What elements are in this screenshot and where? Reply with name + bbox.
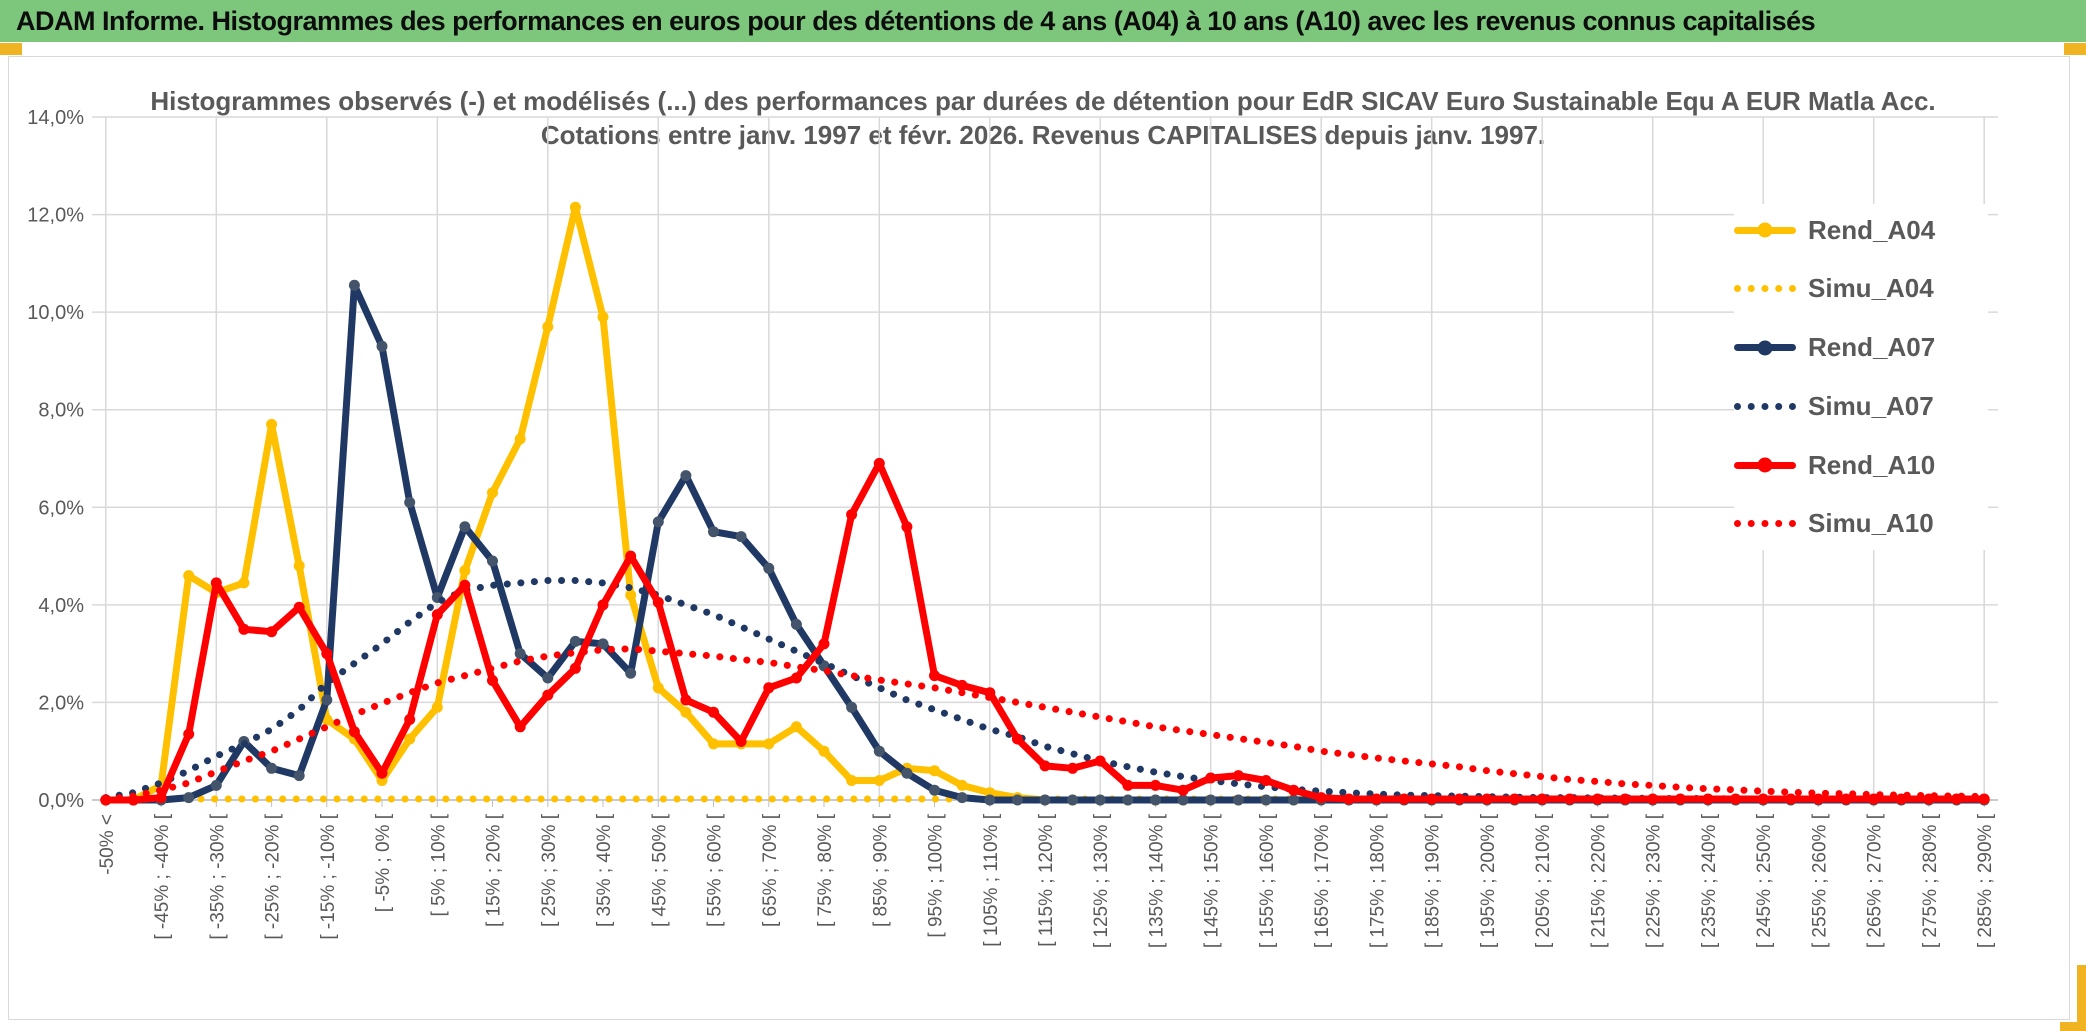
svg-text:[ 25% ; 30% [: [ 25% ; 30% [ — [539, 813, 560, 927]
legend-item-rend-a10[interactable]: Rend_A10 — [1734, 445, 1988, 485]
series-Rend_A04 — [100, 201, 1990, 806]
accent-bottom-right — [2060, 1022, 2086, 1031]
svg-text:[ -45% ; -40% [: [ -45% ; -40% [ — [152, 813, 173, 939]
svg-text:[ 145% ; 150% [: [ 145% ; 150% [ — [1202, 813, 1223, 948]
svg-text:[ 285% ; 290% [: [ 285% ; 290% [ — [1975, 813, 1996, 948]
svg-text:[ 255% ; 260% [: [ 255% ; 260% [ — [1809, 813, 1830, 948]
gridlines — [92, 116, 1998, 801]
svg-text:[ 275% ; 280% [: [ 275% ; 280% [ — [1920, 813, 1941, 948]
svg-text:[ 15% ; 20% [: [ 15% ; 20% [ — [484, 813, 505, 927]
svg-text:[ 225% ; 230% [: [ 225% ; 230% [ — [1644, 813, 1665, 948]
svg-text:0,0%: 0,0% — [38, 790, 84, 812]
legend-item-simu-a04[interactable]: Simu_A04 — [1734, 269, 1988, 309]
legend-label: Rend_A07 — [1808, 332, 1936, 363]
svg-text:[ 205% ; 210% [: [ 205% ; 210% [ — [1533, 813, 1554, 948]
legend-label: Rend_A04 — [1808, 214, 1936, 245]
legend-item-rend-a04[interactable]: Rend_A04 — [1734, 210, 1988, 250]
chart-title-line1: Histogrammes observés (-) et modélisés (… — [150, 86, 1936, 116]
chart-panel — [8, 56, 2070, 1020]
legend-label: Simu_A07 — [1808, 390, 1934, 421]
svg-text:[ 5% ; 10% [: [ 5% ; 10% [ — [428, 813, 449, 916]
svg-text:[ 115% ; 120% [: [ 115% ; 120% [ — [1036, 813, 1057, 946]
legend-sample-dotted-gold — [1734, 285, 1796, 293]
markers-Rend_A10 — [100, 457, 1990, 806]
legend-label: Simu_A10 — [1808, 508, 1934, 539]
svg-text:[ 155% ; 160% [: [ 155% ; 160% [ — [1257, 813, 1278, 948]
svg-text:[ 135% ; 140% [: [ 135% ; 140% [ — [1147, 813, 1168, 948]
legend-item-simu-a10[interactable]: Simu_A10 — [1734, 504, 1988, 544]
svg-text:[ 55% ; 60% [: [ 55% ; 60% [ — [705, 813, 726, 927]
legend-sample-solid-red — [1734, 461, 1796, 469]
svg-text:[ 165% ; 170% [: [ 165% ; 170% [ — [1312, 813, 1333, 948]
svg-text:[ 175% ; 180% [: [ 175% ; 180% [ — [1368, 813, 1389, 948]
series-Rend_A10 — [100, 457, 1990, 806]
chart-title: Histogrammes observés (-) et modélisés (… — [100, 84, 1986, 152]
series-Simu_A10 — [102, 645, 1988, 803]
legend-sample-solid-navy — [1734, 344, 1796, 352]
svg-text:12,0%: 12,0% — [27, 205, 84, 227]
x-axis-labels: -50% < [ -45% ; -40% [ [ -35% ; -30% [ [ -2… — [97, 800, 1996, 948]
svg-text:-50% <: -50% < — [97, 814, 118, 875]
svg-text:[ 235% ; 240% [: [ 235% ; 240% [ — [1699, 813, 1720, 948]
svg-text:10,0%: 10,0% — [27, 302, 84, 324]
accent-top-right — [2064, 43, 2086, 55]
svg-text:[ 95% ; 100% [: [ 95% ; 100% [ — [926, 813, 947, 937]
markers-Rend_A04 — [100, 201, 1990, 806]
accent-right-strip — [2077, 965, 2086, 1023]
y-axis-labels: 14,0% 12,0% 10,0% 8,0% 6,0% 4,0% 2,0% 0,0% — [27, 107, 84, 812]
legend-sample-solid-gold — [1734, 226, 1796, 234]
series-Rend_A07 — [100, 279, 1990, 806]
svg-text:[ 85% ; 90% [: [ 85% ; 90% [ — [870, 813, 891, 927]
legend-item-rend-a07[interactable]: Rend_A07 — [1734, 328, 1988, 368]
svg-text:2,0%: 2,0% — [38, 692, 84, 714]
svg-text:[ 195% ; 200% [: [ 195% ; 200% [ — [1478, 813, 1499, 948]
svg-text:[ 45% ; 50% [: [ 45% ; 50% [ — [649, 813, 670, 927]
svg-text:[ 75% ; 80% [: [ 75% ; 80% [ — [815, 813, 836, 927]
svg-text:14,0%: 14,0% — [27, 107, 84, 129]
svg-text:4,0%: 4,0% — [38, 595, 84, 617]
chart-legend: Rend_A04 Simu_A04 Rend_A07 Simu_A07 Rend… — [1734, 204, 1988, 550]
window-title: ADAM Informe. Histogrammes des performan… — [16, 5, 1816, 36]
svg-text:[ 215% ; 220% [: [ 215% ; 220% [ — [1589, 813, 1610, 948]
svg-text:[ -5% ; 0% [: [ -5% ; 0% [ — [373, 813, 394, 912]
svg-text:[ 245% ; 250% [: [ 245% ; 250% [ — [1754, 813, 1775, 948]
svg-text:[ -15% ; -10% [: [ -15% ; -10% [ — [318, 813, 339, 939]
svg-text:[ 35% ; 40% [: [ 35% ; 40% [ — [594, 813, 615, 927]
svg-text:[ 185% ; 190% [: [ 185% ; 190% [ — [1423, 813, 1444, 948]
svg-text:[ -35% ; -30% [: [ -35% ; -30% [ — [207, 813, 228, 939]
legend-label: Rend_A10 — [1808, 449, 1936, 480]
legend-item-simu-a07[interactable]: Simu_A07 — [1734, 386, 1988, 426]
svg-text:8,0%: 8,0% — [38, 400, 84, 422]
svg-text:[ 105% ; 110% [: [ 105% ; 110% [ — [981, 813, 1002, 946]
svg-text:[ 125% ; 130% [: [ 125% ; 130% [ — [1091, 813, 1112, 948]
window-title-bar: ADAM Informe. Histogrammes des performan… — [0, 0, 2086, 42]
chart-title-line2: Cotations entre janv. 1997 et févr. 2026… — [540, 120, 1546, 150]
svg-text:[ -25% ; -20% [: [ -25% ; -20% [ — [263, 813, 284, 939]
legend-sample-dotted-red — [1734, 520, 1796, 528]
svg-text:6,0%: 6,0% — [38, 497, 84, 519]
accent-top-left — [0, 43, 22, 55]
legend-label: Simu_A04 — [1808, 273, 1934, 304]
legend-sample-dotted-navy — [1734, 402, 1796, 410]
svg-text:[ 265% ; 270% [: [ 265% ; 270% [ — [1865, 813, 1886, 948]
svg-text:[ 65% ; 70% [: [ 65% ; 70% [ — [760, 813, 781, 927]
